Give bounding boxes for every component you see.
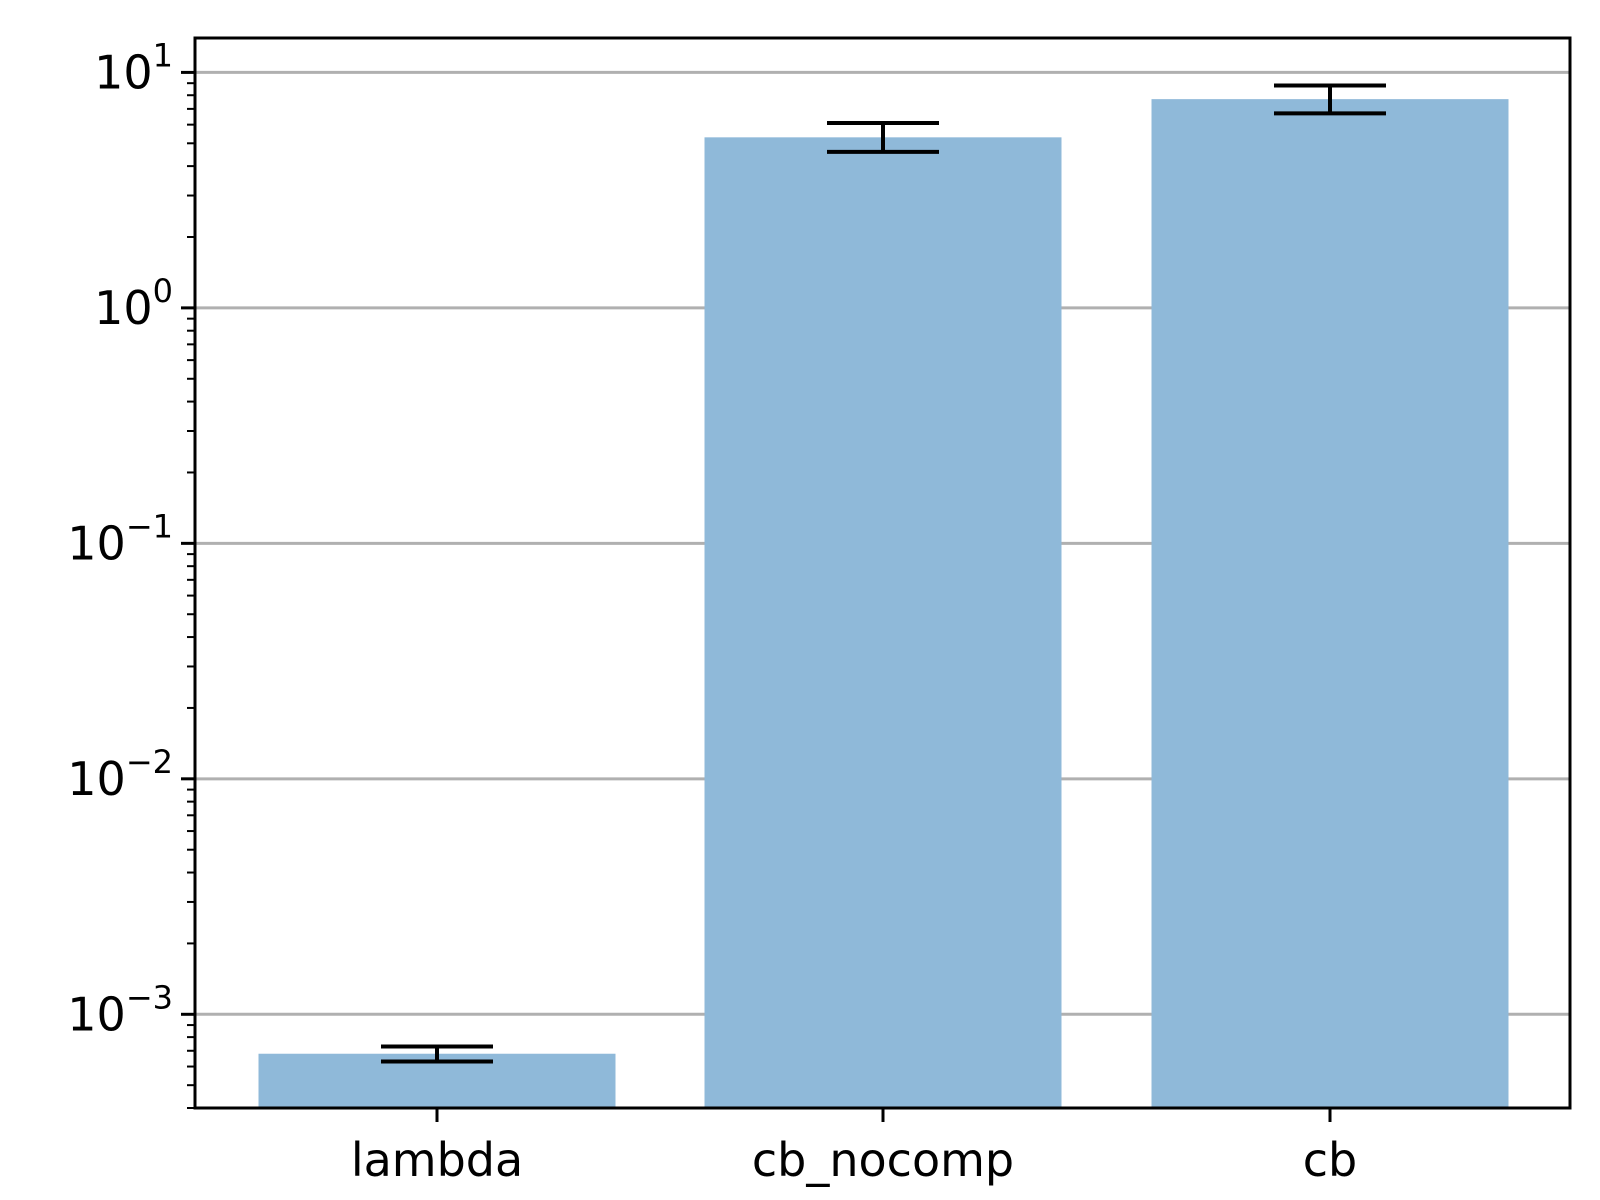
y-tick-label: 10−1	[67, 507, 173, 570]
axis-labels: 101 100 10−1 10−2 10−3 lambda cb_nocomp cb	[67, 36, 1357, 1187]
x-tick-label: lambda	[351, 1133, 523, 1187]
bars	[258, 99, 1509, 1109]
y-tick-label: 100	[94, 272, 173, 335]
y-tick-label: 10−2	[67, 743, 173, 806]
x-tick-label: cb	[1303, 1133, 1358, 1187]
bar-cb	[1151, 99, 1509, 1108]
x-tick-label: cb_nocomp	[752, 1133, 1014, 1187]
axis-ticks	[181, 70, 1332, 1122]
y-tick-label: 10−3	[67, 978, 173, 1041]
y-tick-label: 101	[94, 36, 173, 99]
bar-cb_nocomp	[704, 137, 1062, 1109]
error-bars	[381, 83, 1386, 1064]
